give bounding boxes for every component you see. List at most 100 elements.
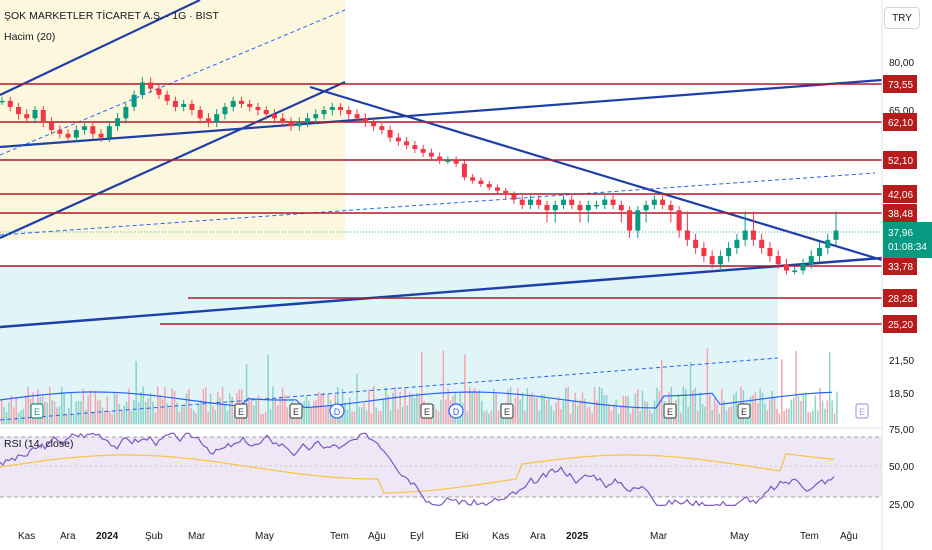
volume-bar: [541, 394, 543, 424]
volume-bar: [389, 410, 392, 424]
volume-bar: [466, 411, 469, 424]
trend-line-1: [0, 0, 201, 96]
volume-bar: [764, 403, 766, 424]
volume-bar: [677, 394, 680, 424]
volume-bar: [567, 386, 569, 424]
rsi-ma-line: [0, 453, 835, 494]
volume-bar: [687, 406, 689, 424]
volume-bar: [447, 388, 449, 424]
volume-bar: [140, 391, 142, 424]
volume-bar: [807, 411, 809, 424]
candle-body: [800, 264, 806, 271]
candle-body: [726, 247, 732, 257]
volume-bar: [401, 407, 404, 424]
volume-bar: [555, 402, 557, 424]
volume-bar: [793, 397, 795, 424]
volume-bar: [730, 405, 733, 424]
volume-bar: [130, 410, 133, 424]
time-tick-label: May: [255, 531, 274, 542]
candle-body: [40, 110, 46, 123]
level-label: 73,55: [888, 80, 913, 91]
dividend-marker: D: [448, 403, 464, 419]
volume-bar: [202, 389, 205, 424]
earnings-marker: E: [420, 403, 434, 419]
volume-bar: [279, 396, 281, 424]
candle-body: [643, 204, 649, 211]
volume-bar: [229, 393, 231, 424]
candle-body: [156, 88, 162, 95]
rsi-tick-label: 25,00: [889, 500, 914, 511]
trend-line-3: [0, 78, 883, 149]
volume-bar: [471, 391, 473, 424]
volume-bar: [533, 397, 536, 424]
price-tick-label: 18,50: [889, 389, 914, 400]
candle-body: [437, 156, 443, 161]
volume-bar: [821, 400, 824, 424]
candle-body: [164, 94, 170, 101]
volume-bar: [113, 393, 116, 424]
volume-bar: [445, 399, 447, 424]
volume-bar: [814, 395, 817, 424]
volume-bar: [709, 393, 711, 424]
volume-bar: [397, 409, 399, 424]
volume-bar: [711, 409, 713, 424]
volume-bar: [221, 387, 224, 424]
volume-bar: [332, 413, 334, 424]
candle-body: [552, 204, 558, 211]
level-label: 62,10: [888, 118, 913, 129]
volume-bar: [699, 392, 701, 424]
volume-bar: [704, 406, 706, 424]
candle-body: [602, 199, 608, 205]
volume-bar: [257, 395, 260, 424]
volume-bar: [771, 390, 773, 424]
volume-bar: [411, 394, 413, 424]
volume-bar: [495, 392, 497, 424]
volume-bar: [197, 404, 200, 424]
candle-body: [660, 199, 666, 205]
volume-bar: [190, 407, 193, 424]
volume-bar: [545, 399, 548, 424]
rsi-panel: [0, 432, 882, 507]
volume-bar: [562, 400, 565, 424]
candle-body: [189, 103, 195, 110]
candle-body: [453, 160, 459, 164]
volume-bar: [63, 393, 65, 424]
price-tick-label: 80,00: [889, 58, 914, 69]
volume-bar: [82, 388, 85, 424]
candle-body: [709, 256, 715, 265]
volume-bar: [721, 388, 723, 424]
volume-bar: [788, 408, 790, 424]
currency-button[interactable]: TRY: [884, 7, 920, 29]
volume-bar: [485, 410, 488, 424]
volume-bar: [565, 387, 567, 424]
volume-bar: [173, 390, 176, 424]
candle-body: [470, 177, 476, 181]
volume-bar: [176, 402, 178, 424]
volume-bar: [514, 397, 517, 424]
volume-bar: [3, 407, 5, 424]
volume-bar: [591, 413, 593, 424]
dashed-line-2: [0, 172, 876, 236]
volume-bar: [157, 386, 159, 424]
earnings-marker: E: [289, 403, 303, 419]
volume-ma-line: [0, 391, 833, 409]
volume-bar: [68, 407, 70, 424]
volume-bar: [231, 396, 233, 424]
candle-body: [825, 239, 831, 248]
candle-body: [651, 199, 657, 205]
volume-bar: [713, 398, 716, 424]
time-tick-label: Ağu: [840, 531, 858, 542]
candle-body: [181, 103, 187, 107]
volume-bar: [538, 410, 541, 424]
volume-bar: [706, 348, 709, 424]
volume-bar: [488, 413, 490, 424]
earnings-marker: E: [663, 403, 677, 419]
svg-text:E: E: [741, 407, 747, 417]
time-tick-label: Mar: [188, 531, 206, 542]
level-label: 28,28: [888, 294, 913, 305]
level-label: 33,78: [888, 262, 913, 273]
volume-bar: [694, 387, 697, 424]
candle-body: [561, 199, 567, 205]
volume-bar: [154, 412, 157, 424]
